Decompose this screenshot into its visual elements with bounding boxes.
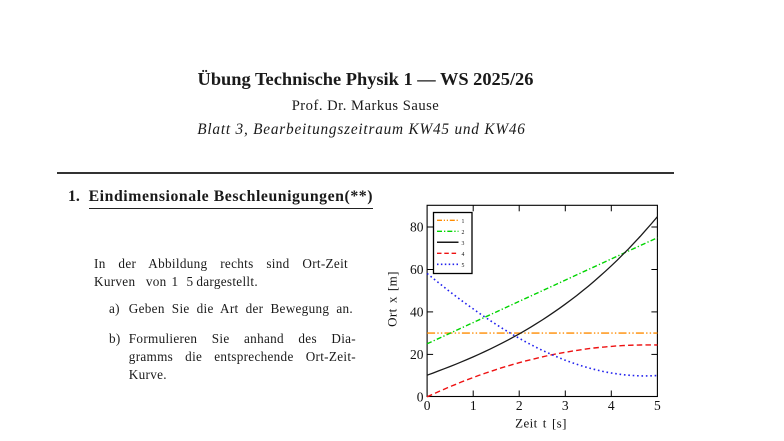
svg-text:1: 1 xyxy=(462,219,465,225)
svg-text:80: 80 xyxy=(410,220,424,235)
svg-text:Zeit t [s]: Zeit t [s] xyxy=(515,416,567,431)
svg-text:5: 5 xyxy=(654,398,661,413)
svg-text:20: 20 xyxy=(410,347,424,362)
svg-text:0: 0 xyxy=(417,389,424,404)
svg-text:Ort x [m]: Ort x [m] xyxy=(385,271,400,327)
svg-text:3: 3 xyxy=(462,241,465,247)
svg-text:60: 60 xyxy=(410,262,424,277)
svg-text:2: 2 xyxy=(516,398,523,413)
svg-text:2: 2 xyxy=(462,230,465,236)
svg-text:0: 0 xyxy=(424,398,431,413)
svg-text:5: 5 xyxy=(462,263,465,269)
svg-text:4: 4 xyxy=(608,398,615,413)
svg-text:1: 1 xyxy=(470,398,477,413)
svg-text:3: 3 xyxy=(562,398,569,413)
svg-text:4: 4 xyxy=(462,252,465,258)
svg-text:40: 40 xyxy=(410,304,424,319)
